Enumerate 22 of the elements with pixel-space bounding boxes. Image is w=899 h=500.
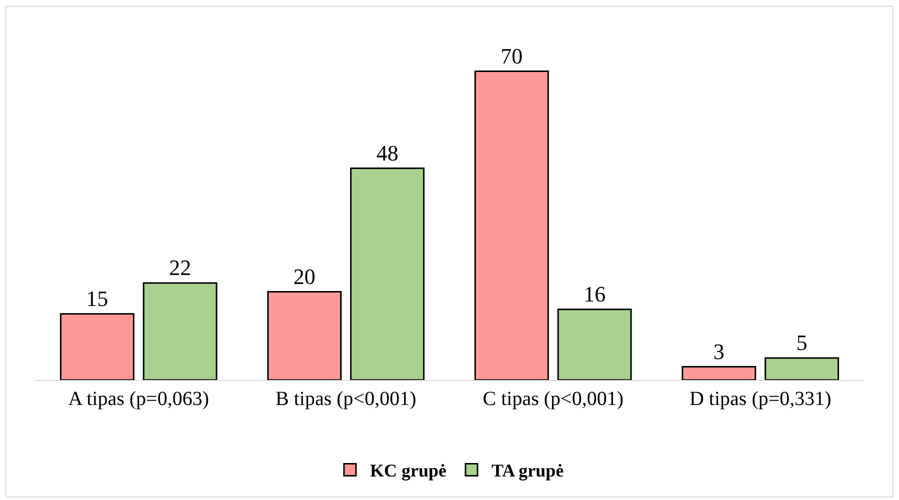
data-label: 48 xyxy=(376,140,398,166)
data-label: 20 xyxy=(293,264,316,289)
data-label: 15 xyxy=(86,286,108,311)
legend-label: KC grupė xyxy=(370,460,447,481)
bar xyxy=(267,291,342,380)
bar xyxy=(142,282,218,380)
x-tick-label: C tipas (p<0,001) xyxy=(482,388,624,410)
bar xyxy=(682,366,756,380)
x-tick-label: D tipas (p=0,331) xyxy=(689,388,832,410)
legend-label: TA grupė xyxy=(492,460,564,481)
bar xyxy=(474,70,549,380)
data-label: 5 xyxy=(796,330,808,355)
bar xyxy=(557,308,632,380)
data-label: 3 xyxy=(713,338,724,364)
x-tick-label: A tipas (p=0,063) xyxy=(68,388,209,410)
data-label: 22 xyxy=(169,254,192,280)
data-label: 16 xyxy=(584,281,606,306)
x-tick-label: B tipas (p<0,001) xyxy=(276,388,416,410)
bar xyxy=(350,168,425,380)
bar xyxy=(60,313,134,380)
data-label: 70 xyxy=(500,43,523,68)
bar xyxy=(764,357,840,380)
